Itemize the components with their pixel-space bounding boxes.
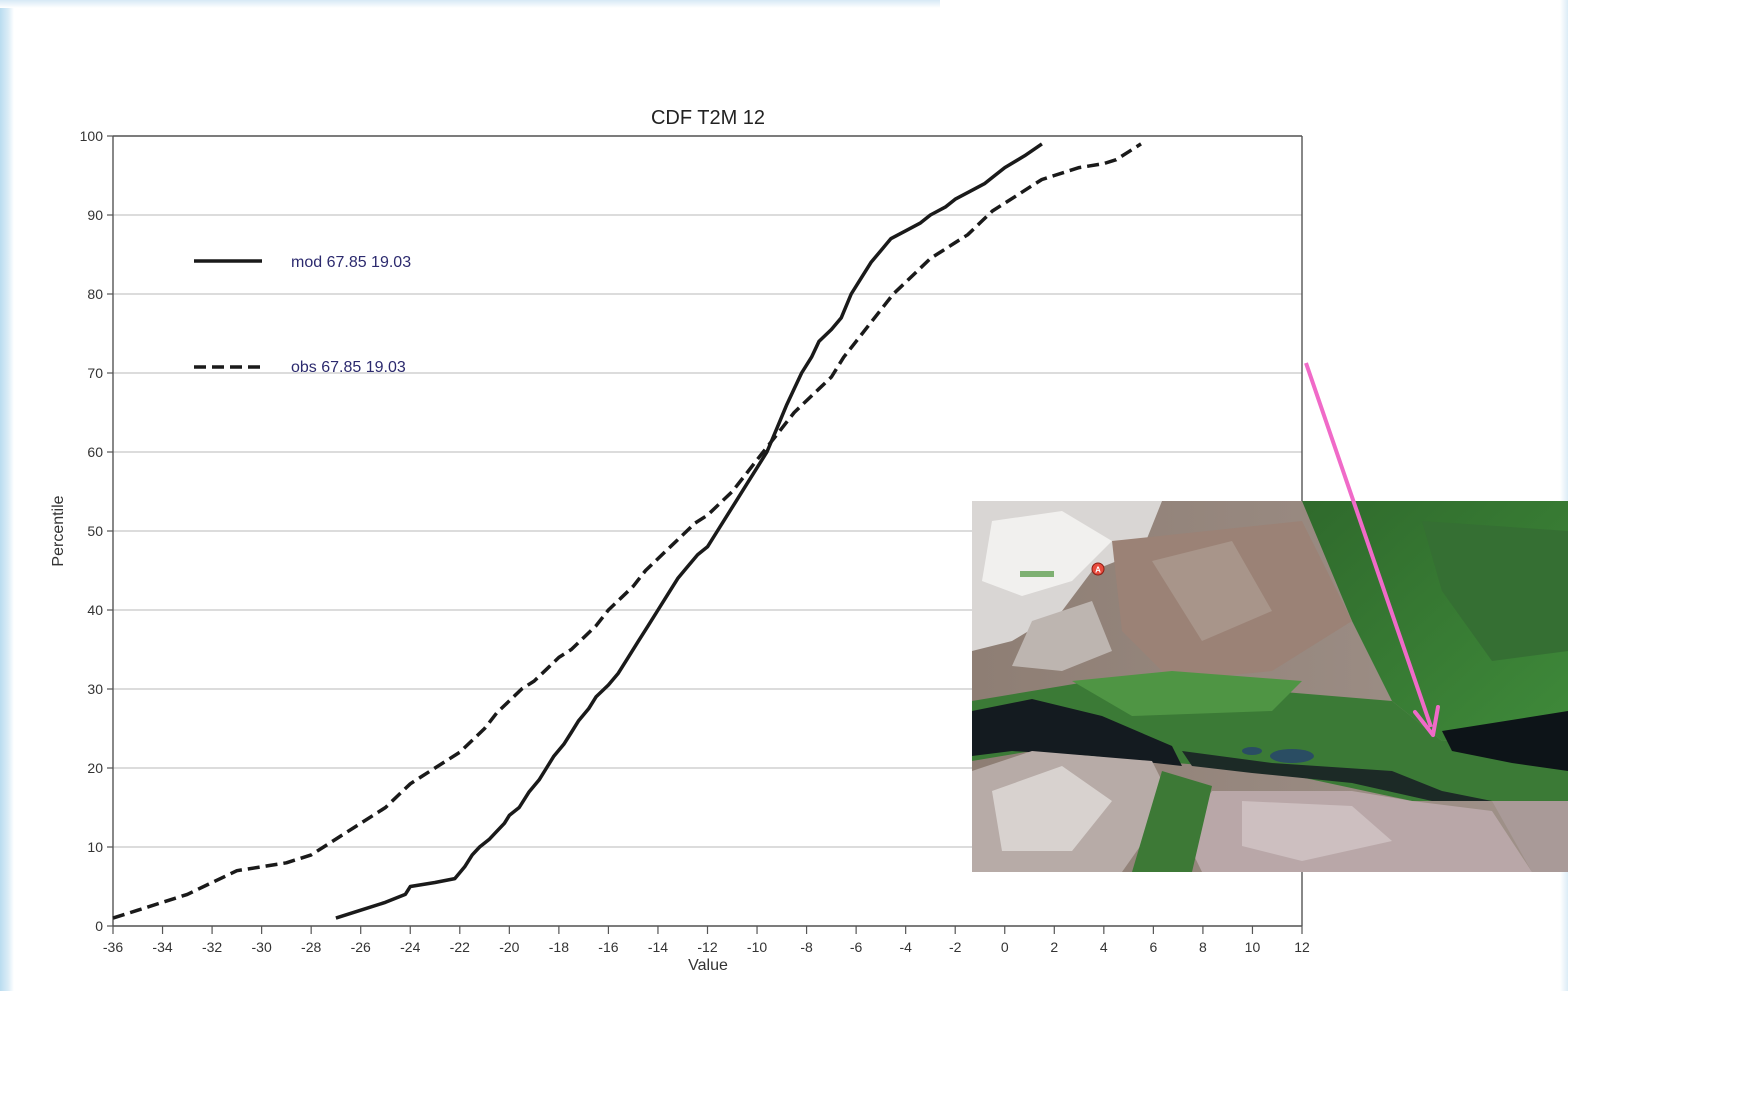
y-tick-label-0: 0 <box>95 918 103 934</box>
x-tick-label-13: -10 <box>747 939 767 955</box>
x-tick-label-1: -34 <box>152 939 172 955</box>
x-tick-label-10: -16 <box>598 939 618 955</box>
satellite-terrain: A <box>972 501 1568 872</box>
y-tick-label-8: 80 <box>87 286 103 302</box>
x-tick-label-24: 12 <box>1294 939 1310 955</box>
slide-edge-top <box>0 0 940 8</box>
x-tick-label-23: 10 <box>1245 939 1261 955</box>
x-tick-label-21: 6 <box>1149 939 1157 955</box>
x-tick-label-15: -6 <box>850 939 863 955</box>
slide-edge-right <box>1560 0 1568 991</box>
series-line-obs <box>112 142 1142 920</box>
map-marker-icon <box>1091 562 1105 576</box>
legend: mod 67.85 19.03 obs 67.85 19.03 <box>194 254 411 376</box>
x-tick-label-12: -12 <box>697 939 717 955</box>
series-line-mod <box>335 142 1043 920</box>
y-axis-ticks: 0 10 20 30 40 50 60 70 80 90 100 <box>80 128 113 934</box>
x-tick-label-4: -28 <box>301 939 321 955</box>
x-tick-label-16: -4 <box>899 939 912 955</box>
x-tick-label-8: -20 <box>499 939 519 955</box>
map-marker-label: A <box>1095 566 1101 575</box>
x-tick-label-22: 8 <box>1199 939 1207 955</box>
x-tick-label-18: 0 <box>1001 939 1009 955</box>
y-tick-label-7: 70 <box>87 365 103 381</box>
y-tick-label-10: 100 <box>80 128 104 144</box>
chart-title: CDF T2M 12 <box>651 107 765 129</box>
x-tick-label-6: -24 <box>400 939 420 955</box>
x-tick-label-9: -18 <box>549 939 569 955</box>
x-tick-label-7: -22 <box>450 939 470 955</box>
x-tick-label-11: -14 <box>648 939 668 955</box>
slide: 0 10 20 30 40 50 60 70 80 90 100 -36 -34 -32 -30 -28 -2… <box>0 0 1568 991</box>
slide-edge-left <box>0 0 14 991</box>
x-tick-label-3: -30 <box>252 939 272 955</box>
map-place-tag <box>1020 571 1054 577</box>
x-axis-ticks: -36 -34 -32 -30 -28 -26 -24 -22 -20 -18 -16 -14 -12-… <box>103 926 1310 955</box>
x-tick-label-20: 4 <box>1100 939 1108 955</box>
legend-label-obs: obs 67.85 19.03 <box>291 359 406 376</box>
y-tick-label-6: 60 <box>87 444 103 460</box>
x-tick-label-19: 2 <box>1050 939 1058 955</box>
x-tick-label-14: -8 <box>800 939 813 955</box>
y-tick-label-4: 40 <box>87 602 103 618</box>
y-axis-title: Percentile <box>50 495 67 566</box>
y-tick-label-5: 50 <box>87 523 103 539</box>
satellite-map-inset: A <box>972 501 1568 872</box>
x-tick-label-17: -2 <box>949 939 962 955</box>
x-axis-title: Value <box>688 957 728 974</box>
y-tick-label-2: 20 <box>87 760 103 776</box>
series-lines <box>112 142 1142 920</box>
legend-label-mod: mod 67.85 19.03 <box>291 254 411 271</box>
y-tick-label-1: 10 <box>87 839 103 855</box>
y-tick-label-3: 30 <box>87 681 103 697</box>
x-tick-label-2: -32 <box>202 939 222 955</box>
y-tick-label-9: 90 <box>87 207 103 223</box>
x-tick-label-5: -26 <box>351 939 371 955</box>
x-tick-label-0: -36 <box>103 939 123 955</box>
